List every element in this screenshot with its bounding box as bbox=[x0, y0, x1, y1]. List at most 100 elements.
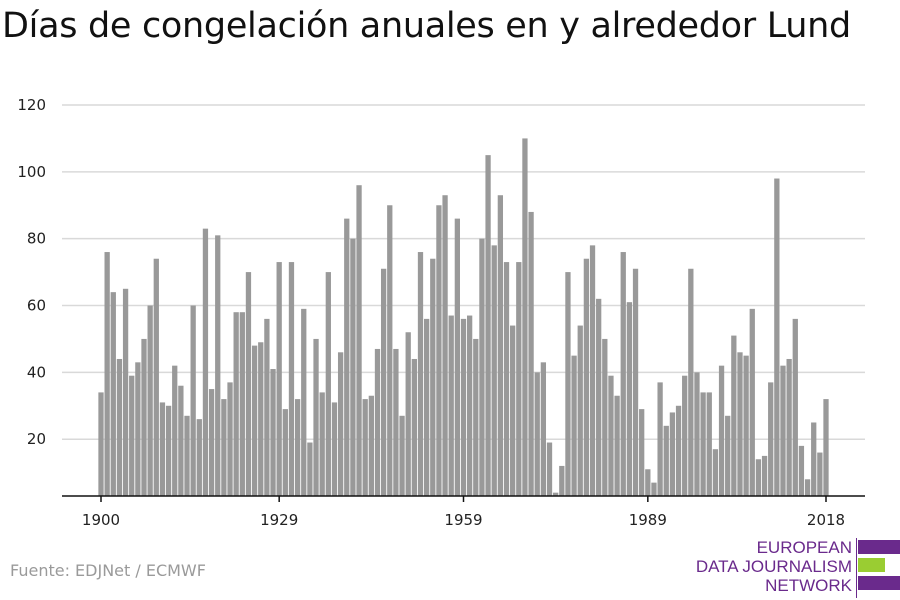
bar-1992 bbox=[663, 425, 669, 496]
logo-bar-purple-top bbox=[858, 540, 900, 554]
bar-1903 bbox=[116, 358, 123, 496]
bar-1983 bbox=[608, 375, 614, 496]
bar-1940 bbox=[344, 218, 350, 496]
bar-1981 bbox=[596, 298, 602, 496]
bar-1994 bbox=[675, 405, 682, 496]
bar-1960 bbox=[467, 315, 473, 496]
bar-1911 bbox=[165, 405, 172, 496]
bar-1986 bbox=[626, 302, 633, 496]
bar-1996 bbox=[688, 268, 694, 496]
bar-1924 bbox=[245, 272, 252, 496]
bar-1948 bbox=[393, 348, 399, 496]
bar-1965 bbox=[497, 195, 504, 496]
bar-1915 bbox=[190, 305, 196, 496]
bar-1995 bbox=[682, 375, 688, 496]
bar-1975 bbox=[559, 465, 565, 496]
logo-line-2: DATA JOURNALISM bbox=[695, 557, 852, 576]
logo-line-3: NETWORK bbox=[765, 576, 852, 595]
bar-1971 bbox=[534, 372, 540, 496]
bar-2009 bbox=[768, 382, 774, 496]
bar-1993 bbox=[669, 412, 676, 496]
bar-1947 bbox=[387, 205, 393, 496]
bar-1917 bbox=[202, 228, 209, 496]
y-axis-labels: 20 40 60 80 100 120 bbox=[17, 96, 46, 448]
bar-1958 bbox=[454, 218, 460, 496]
bar-1901 bbox=[104, 252, 110, 496]
bar-1914 bbox=[184, 415, 190, 496]
bar-2017 bbox=[817, 452, 823, 496]
bar-1937 bbox=[325, 272, 331, 496]
bar-2005 bbox=[743, 355, 749, 496]
bar-1929 bbox=[276, 262, 282, 496]
bar-2016 bbox=[811, 422, 817, 496]
x-axis bbox=[62, 495, 865, 502]
logo-bar-purple-bottom bbox=[858, 576, 900, 590]
bar-1997 bbox=[694, 372, 700, 496]
bar-1932 bbox=[294, 399, 301, 496]
logo-divider bbox=[856, 538, 857, 598]
bar-1931 bbox=[288, 262, 295, 496]
y-tick-label: 100 bbox=[17, 163, 46, 181]
bar-2003 bbox=[731, 335, 737, 496]
x-tick-label: 1959 bbox=[444, 511, 482, 529]
bar-1972 bbox=[540, 362, 547, 496]
bar-1906 bbox=[135, 362, 141, 496]
bar-1978 bbox=[577, 325, 583, 496]
bar-1900 bbox=[98, 392, 104, 496]
bar-1951 bbox=[411, 358, 417, 496]
bar-1919 bbox=[215, 235, 221, 497]
bar-1954 bbox=[430, 258, 436, 496]
bar-2011 bbox=[780, 365, 786, 496]
bar-1967 bbox=[510, 325, 516, 496]
bar-1946 bbox=[380, 268, 387, 496]
bar-2007 bbox=[755, 459, 762, 496]
bar-1998 bbox=[700, 392, 706, 496]
bar-1987 bbox=[632, 268, 639, 496]
y-tick-label: 40 bbox=[27, 363, 46, 381]
bar-1908 bbox=[147, 305, 153, 496]
bar-1985 bbox=[620, 252, 626, 496]
bar-1974 bbox=[553, 492, 559, 496]
y-tick-label: 20 bbox=[27, 430, 46, 448]
y-tick-label: 120 bbox=[17, 96, 46, 114]
bar-1949 bbox=[399, 415, 405, 496]
bar-1962 bbox=[479, 238, 485, 496]
bar-1956 bbox=[442, 195, 448, 496]
bar-1970 bbox=[528, 211, 534, 496]
bar-1930 bbox=[282, 409, 288, 496]
bar-1969 bbox=[522, 138, 528, 496]
bar-1935 bbox=[313, 338, 319, 496]
bar-1950 bbox=[405, 332, 411, 496]
y-tick-label: 60 bbox=[27, 297, 46, 315]
bar-1942 bbox=[356, 185, 362, 496]
bar-1933 bbox=[301, 308, 307, 496]
bar-1941 bbox=[350, 238, 356, 496]
bar-1920 bbox=[221, 399, 227, 496]
bar-1943 bbox=[362, 399, 368, 496]
bar-1968 bbox=[516, 262, 522, 496]
source-note: Fuente: EDJNet / ECMWF bbox=[10, 561, 206, 580]
bar-1928 bbox=[270, 369, 276, 496]
bar-1988 bbox=[639, 409, 645, 496]
bar-1918 bbox=[208, 389, 215, 496]
bar-1923 bbox=[239, 312, 245, 496]
bars bbox=[98, 138, 829, 497]
bar-1955 bbox=[436, 205, 442, 496]
x-tick-label: 2018 bbox=[807, 511, 845, 529]
bar-1952 bbox=[417, 252, 424, 496]
bar-1977 bbox=[571, 355, 577, 496]
bar-1999 bbox=[706, 392, 712, 496]
logo-line-1: EUROPEAN bbox=[756, 538, 852, 557]
bar-1905 bbox=[129, 375, 135, 496]
bar-2006 bbox=[749, 308, 755, 496]
bar-1921 bbox=[227, 382, 233, 496]
bar-2008 bbox=[761, 455, 768, 496]
x-tick-label: 1929 bbox=[260, 511, 298, 529]
bar-1913 bbox=[178, 385, 184, 496]
bar-1979 bbox=[583, 258, 590, 496]
bar-2018 bbox=[823, 399, 829, 496]
bar-1953 bbox=[423, 318, 430, 496]
bar-1990 bbox=[651, 482, 657, 496]
bar-1945 bbox=[374, 348, 381, 496]
bar-1907 bbox=[141, 338, 147, 496]
